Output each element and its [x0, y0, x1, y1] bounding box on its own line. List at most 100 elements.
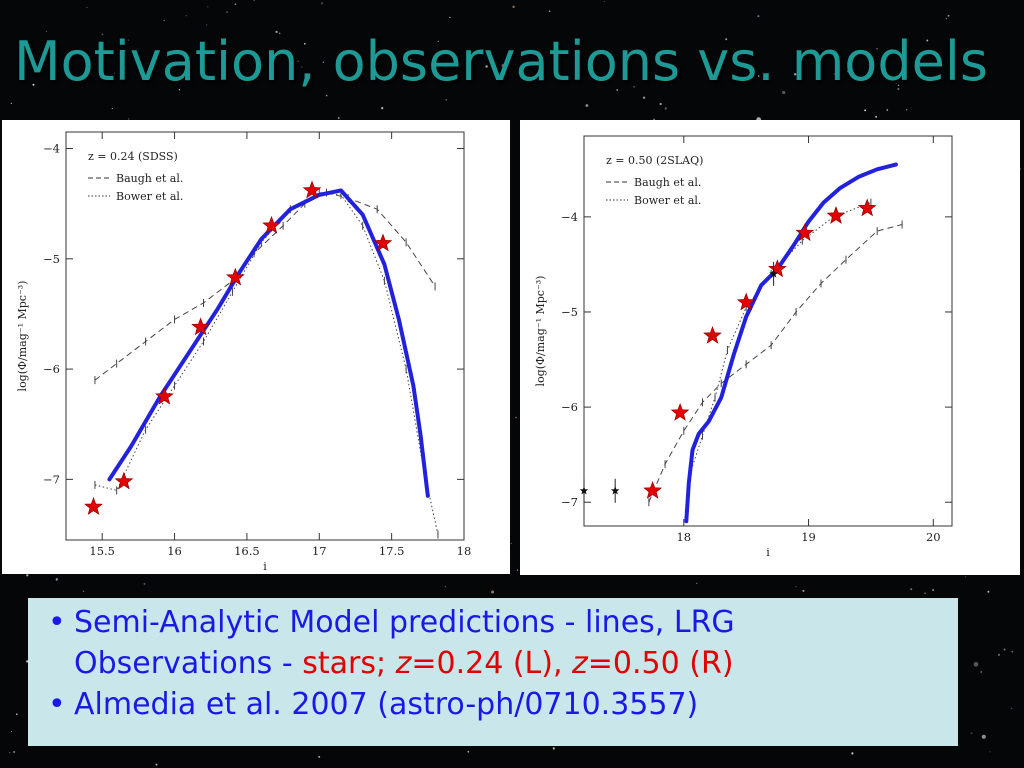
background-star [445, 99, 447, 101]
background-star [337, 117, 340, 119]
bullet-z-symbol: z [395, 646, 412, 681]
background-star [322, 61, 324, 63]
model-curve [107, 188, 430, 498]
observation-star [84, 497, 103, 515]
legend-label: Baugh et al. [116, 172, 183, 185]
background-star [838, 72, 840, 74]
x-tick-label: 18 [676, 530, 691, 544]
background-star [13, 750, 16, 754]
observation-star [736, 292, 756, 311]
x-axis-label: i [766, 546, 770, 559]
bullet-text-part: Semi-Analytic Model predictions - lines,… [74, 605, 735, 681]
background-star [11, 730, 13, 733]
observation-star [114, 471, 134, 490]
y-axis-label: log(Φ/mag⁻¹ Mpc⁻³) [534, 276, 547, 387]
background-star [864, 109, 866, 112]
background-star [876, 48, 878, 50]
background-star [696, 582, 698, 585]
background-star [552, 747, 555, 750]
background-star [757, 75, 760, 77]
background-star [970, 732, 973, 735]
background-star [851, 752, 854, 755]
bullet-highlight-stars: stars; [302, 646, 387, 681]
plot-area [84, 180, 439, 539]
background-star [320, 2, 324, 5]
background-star [883, 74, 886, 77]
bullet-dot-icon: • [48, 605, 66, 640]
background-star [757, 15, 760, 18]
background-star [981, 734, 986, 739]
plot-area [579, 162, 903, 524]
y-axis-label: log(Φ/mag⁻¹ Mpc⁻³) [16, 281, 29, 392]
observation-star [373, 233, 393, 252]
background-star [178, 89, 181, 91]
x-tick-label: 19 [801, 530, 816, 544]
background-star [206, 24, 208, 26]
y-tick-label: −4 [43, 142, 60, 156]
data-point-star [769, 269, 778, 278]
background-star [26, 660, 29, 663]
background-star [303, 42, 306, 45]
chart-z024: 15.5 16 16.5 17 17.5 18 −7 −6 −5 −4 i log(Φ/mag⁻¹ M… [16, 131, 472, 573]
background-star [987, 590, 990, 593]
background-star [409, 58, 412, 61]
background-star [467, 750, 470, 753]
background-star [512, 5, 515, 8]
background-star [945, 18, 947, 20]
background-star [86, 6, 88, 8]
y-tick-label: −6 [561, 400, 578, 414]
background-star [516, 569, 519, 571]
x-tick-label: 17 [312, 544, 327, 558]
x-tick-label: 16 [167, 544, 182, 558]
background-star [301, 66, 303, 68]
bullet-dot-icon: • [48, 687, 66, 722]
background-star [947, 14, 950, 17]
background-star [510, 542, 513, 545]
background-star [143, 582, 146, 585]
background-star [875, 116, 877, 118]
background-star [782, 90, 786, 95]
series-line-dotted [689, 202, 872, 474]
bullet-item: • Semi-Analytic Model predictions - line… [48, 602, 942, 684]
background-star [275, 30, 278, 33]
legend-label: Baugh et al. [634, 176, 701, 189]
background-star [45, 30, 47, 32]
observation-star [262, 215, 281, 234]
background-star [926, 39, 929, 42]
background-star [965, 576, 967, 578]
background-star [852, 51, 855, 55]
background-star [297, 60, 299, 62]
bullet-item: • Almedia et al. 2007 (astro-ph/0710.355… [48, 684, 942, 725]
background-star [10, 102, 12, 104]
y-tick-label: −6 [43, 362, 60, 376]
x-tick-label: 18 [457, 544, 472, 558]
background-star [55, 579, 57, 581]
observation-star [302, 180, 322, 199]
background-star [185, 15, 187, 17]
background-star [895, 82, 898, 85]
background-star [802, 589, 805, 592]
background-star [32, 83, 35, 86]
background-star [101, 33, 104, 36]
background-star [15, 713, 18, 716]
background-star [548, 10, 551, 12]
background-star [997, 653, 1001, 656]
background-star [26, 574, 29, 577]
background-star [444, 585, 447, 588]
observation-star [857, 198, 877, 217]
background-star [515, 416, 517, 419]
bullet-z-symbol: z [572, 646, 588, 681]
background-star [501, 63, 505, 68]
observation-star [795, 223, 815, 241]
y-tick-label: −4 [561, 210, 578, 224]
bullet-z-value-left: =0.24 (L), [411, 646, 573, 681]
plot-frame [65, 131, 465, 541]
background-star [905, 108, 908, 111]
bullet-text-reference: Almedia et al. 2007 (astro-ph/0710.3557) [74, 687, 699, 722]
observation-star [703, 325, 722, 344]
right-chart-panel: 18 19 20 −7 −6 −5 −4 i log(Φ/mag⁻¹ Mpc⁻³) z = 0.5… [520, 120, 1020, 575]
background-star [1011, 707, 1013, 709]
bullet-z-value-right: =0.50 (R) [587, 646, 734, 681]
bullet-box: • Semi-Analytic Model predictions - line… [28, 598, 958, 746]
observation-star [643, 480, 663, 499]
